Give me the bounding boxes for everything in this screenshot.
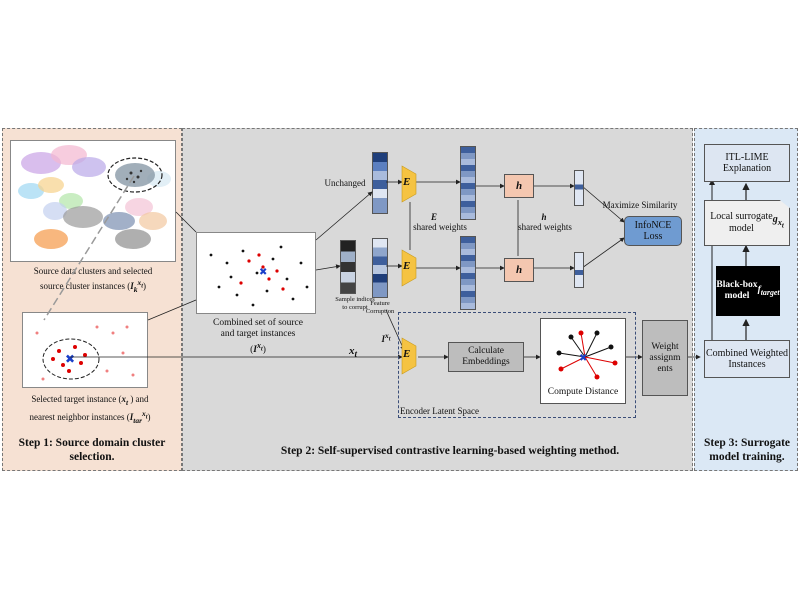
source-clusters-plot [18,145,171,249]
compute-distance-label: Compute Distance [547,387,619,397]
encoder-latent-space-frame [398,312,636,418]
itl-lime-node: ITL-LIME Explanation [704,144,790,182]
h-shared-symbol: h [541,212,547,222]
svg-text:✖: ✖ [259,267,267,278]
x-t-label: xt [348,345,358,360]
local-surrogate-node: Local surrogate model gxt [704,200,790,246]
step2-title: Step 2: Self-supervised contrastive lear… [280,445,620,457]
combined-set-image: ✖ [196,232,316,314]
target-instance-caption: Selected target instance (xt ) and neares… [29,394,151,425]
combined-set-caption: Combined set of source and target instanc… [213,318,303,356]
unchanged-strip [372,152,388,214]
encoder-bottom-label: E [403,348,411,360]
target-instance-image: ✖ [22,312,148,388]
weight-assignments-node: Weight assignm ents [642,320,688,396]
calculate-embeddings-node: Calculate Embeddings [448,342,524,372]
target-instance-plot: ✖ [35,325,135,381]
embedding-bottom [460,236,476,310]
encoder-middle-label: E [403,260,411,272]
ix-t-label: Ixt [381,331,391,344]
svg-text:✖: ✖ [65,352,75,366]
projection-top: h [504,174,534,198]
feature-corruption-strip [372,238,388,298]
combined-set-plot: ✖ [209,245,309,307]
encoder-latent-space-label: Encoder Latent Space [400,406,479,416]
embedding-top [460,146,476,220]
h-shared-weights: shared weights [518,222,572,232]
output-vector-bottom [574,252,584,288]
sample-indices-caption: Sample indices to corrupt [335,296,375,311]
feature-corruption-caption: Feature Corruption [365,300,395,315]
infonce-loss-node: InfoNCE Loss [624,216,682,246]
unchanged-label: Unchanged [324,178,366,188]
maximize-similarity-label: Maximize Similarity [602,200,678,210]
projection-bottom: h [504,258,534,282]
source-clusters-caption: Source data clusters and selected source … [33,266,153,294]
step1-title: Step 1: Source domain cluster selection. [18,437,166,463]
e-shared-symbol: E [430,212,437,222]
combined-weighted-instances-node: Combined Weighted Instances [704,340,790,378]
compute-distance-box: ✖ Compute Distance [540,318,626,404]
encoder-middle [401,249,417,287]
e-shared-weights: shared weights [413,222,467,232]
distance-star-plot: ✖ [556,330,618,380]
svg-text:✖: ✖ [579,353,587,364]
encoder-top-label: E [403,176,411,188]
encoder-top [401,165,417,203]
encoder-bottom [401,337,417,375]
black-box-model-node: Black-box model ftarget [716,266,780,316]
step3-title: Step 3: Surrogate model training. [703,437,791,463]
output-vector-top [574,170,584,206]
